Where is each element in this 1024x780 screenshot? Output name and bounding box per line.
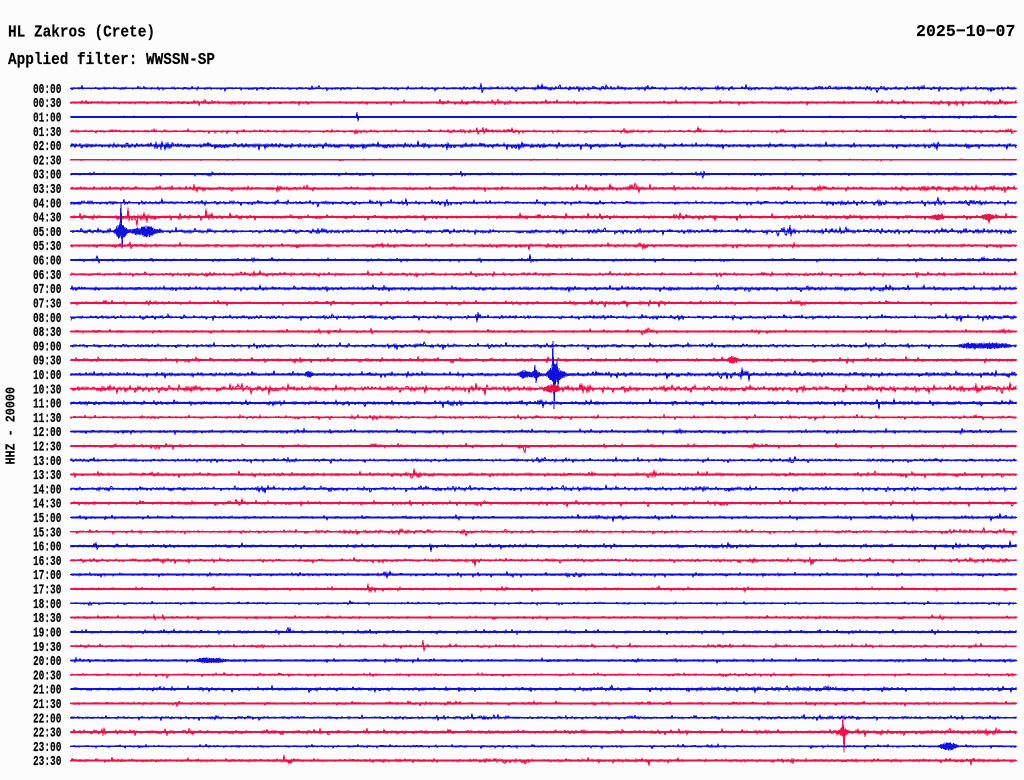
svg-text:23:00: 23:00 [33, 741, 61, 756]
svg-text:04:30: 04:30 [33, 212, 61, 227]
svg-text:09:00: 09:00 [33, 340, 61, 355]
svg-text:18:30: 18:30 [33, 612, 61, 627]
svg-text:00:30: 00:30 [33, 97, 61, 112]
svg-text:13:00: 13:00 [33, 455, 61, 470]
svg-text:14:00: 14:00 [33, 483, 61, 498]
svg-text:03:30: 03:30 [33, 183, 61, 198]
svg-text:18:00: 18:00 [33, 598, 61, 613]
svg-text:12:00: 12:00 [33, 426, 61, 441]
svg-text:11:00: 11:00 [33, 398, 61, 413]
svg-text:19:00: 19:00 [33, 627, 61, 642]
svg-text:03:00: 03:00 [33, 169, 61, 184]
svg-text:23:30: 23:30 [33, 755, 61, 770]
svg-text:13:30: 13:30 [33, 469, 61, 484]
svg-text:12:30: 12:30 [33, 441, 61, 456]
svg-text:16:00: 16:00 [33, 541, 61, 556]
svg-text:HL Zakros (Crete): HL Zakros (Crete) [8, 23, 155, 42]
svg-text:08:30: 08:30 [33, 326, 61, 341]
svg-text:05:00: 05:00 [33, 226, 61, 241]
svg-text:15:00: 15:00 [33, 512, 61, 527]
svg-text:00:00: 00:00 [33, 83, 61, 98]
svg-text:08:00: 08:00 [33, 312, 61, 327]
svg-text:20:00: 20:00 [33, 655, 61, 670]
svg-text:20:30: 20:30 [33, 669, 61, 684]
svg-text:19:30: 19:30 [33, 641, 61, 656]
svg-text:02:00: 02:00 [33, 140, 61, 155]
svg-text:Applied filter: WWSSN-SP: Applied filter: WWSSN-SP [8, 51, 215, 70]
svg-text:14:30: 14:30 [33, 498, 61, 513]
svg-text:01:00: 01:00 [33, 112, 61, 127]
svg-text:21:30: 21:30 [33, 698, 61, 713]
svg-text:16:30: 16:30 [33, 555, 61, 570]
svg-text:22:00: 22:00 [33, 712, 61, 727]
svg-text:02:30: 02:30 [33, 154, 61, 169]
svg-text:17:00: 17:00 [33, 569, 61, 584]
svg-text:05:30: 05:30 [33, 240, 61, 255]
svg-text:21:00: 21:00 [33, 684, 61, 699]
svg-text:HHZ - 20000: HHZ - 20000 [5, 387, 20, 465]
svg-text:17:30: 17:30 [33, 584, 61, 599]
svg-text:10:00: 10:00 [33, 369, 61, 384]
svg-text:06:30: 06:30 [33, 269, 61, 284]
svg-text:11:30: 11:30 [33, 412, 61, 427]
svg-text:09:30: 09:30 [33, 355, 61, 370]
svg-text:01:30: 01:30 [33, 126, 61, 141]
svg-text:10:30: 10:30 [33, 383, 61, 398]
svg-text:22:30: 22:30 [33, 727, 61, 742]
svg-text:06:00: 06:00 [33, 255, 61, 270]
svg-text:07:00: 07:00 [33, 283, 61, 298]
svg-text:15:30: 15:30 [33, 526, 61, 541]
svg-text:07:30: 07:30 [33, 298, 61, 313]
svg-text:04:00: 04:00 [33, 197, 61, 212]
svg-text:2025−10−07: 2025−10−07 [916, 23, 1015, 42]
